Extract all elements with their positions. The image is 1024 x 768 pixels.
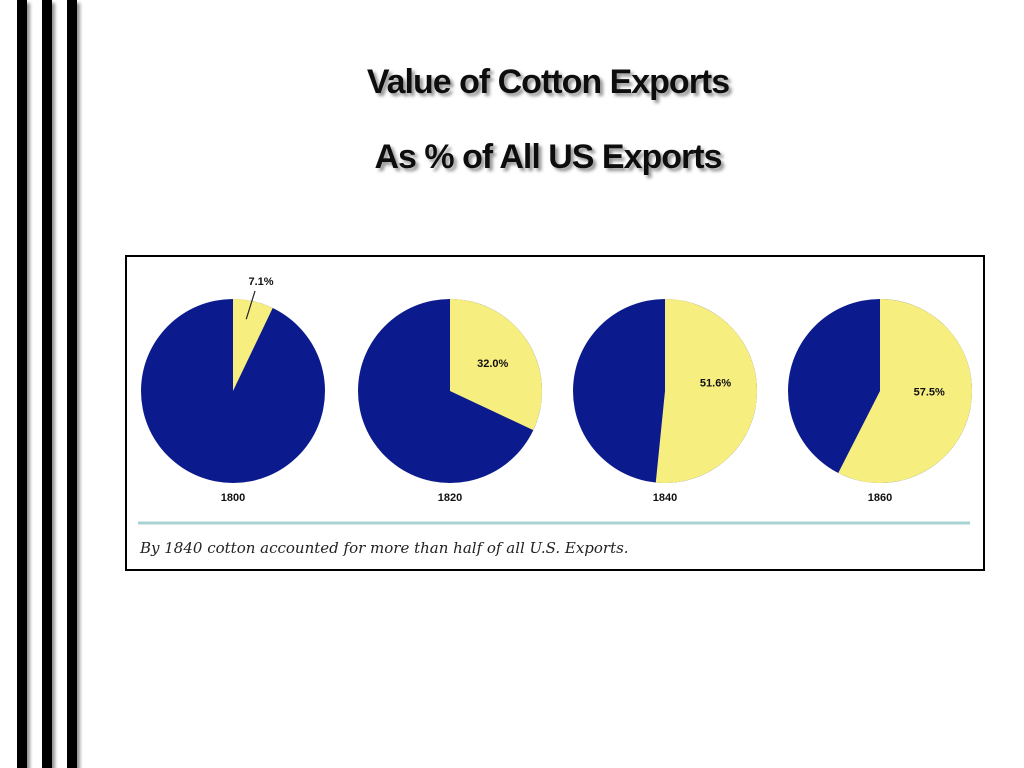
pie-slice <box>838 299 973 483</box>
decor-bars <box>17 0 77 768</box>
value-label: 7.1% <box>248 276 273 288</box>
year-label: 1820 <box>438 492 462 504</box>
pie-slice <box>655 299 757 483</box>
pie-slice <box>450 299 542 431</box>
pie-slice <box>233 299 273 391</box>
value-label: 51.6% <box>700 377 731 389</box>
title-line: As % of All US Exports <box>374 138 721 176</box>
value-label: 32.0% <box>477 358 508 370</box>
year-label: 1860 <box>868 492 892 504</box>
title-line: Value of Cotton Exports <box>367 63 729 101</box>
caption: By 1840 cotton accounted for more than h… <box>139 539 629 557</box>
pies: 7.1% 1800 32.0% 1820 51.6% 1840 57.5% 1860 <box>141 276 973 504</box>
value-label: 57.5% <box>914 387 945 399</box>
leader-line <box>245 290 256 320</box>
year-label: 1840 <box>653 492 677 504</box>
year-label: 1800 <box>221 492 245 504</box>
